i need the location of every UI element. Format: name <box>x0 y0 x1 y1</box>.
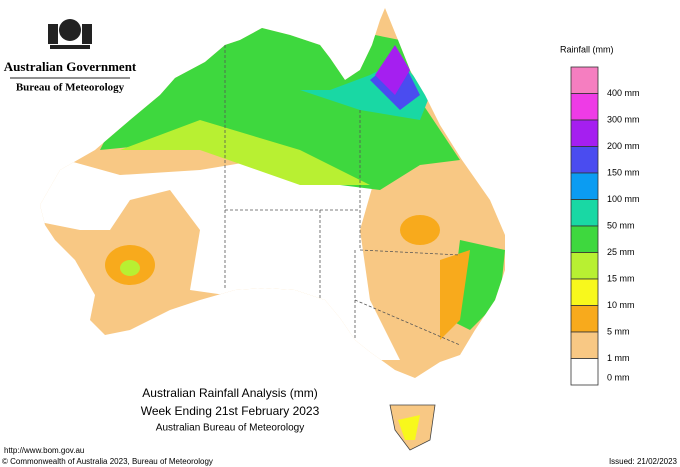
legend-label: 150 mm <box>607 167 640 177</box>
legend-swatch <box>570 358 599 386</box>
legend-label: 15 mm <box>607 273 635 283</box>
footer-issued: Issued: 21/02/2023 <box>609 457 678 466</box>
caption-source: Australian Bureau of Meteorology <box>156 423 304 434</box>
legend-label: 200 mm <box>607 141 640 151</box>
legend-swatch <box>570 278 599 306</box>
legend-swatch <box>570 305 599 333</box>
legend-label: 400 mm <box>607 88 640 98</box>
legend-label: 50 mm <box>607 220 635 230</box>
agency: Bureau of Meteorology <box>16 82 125 94</box>
legend-swatch <box>570 252 599 280</box>
legend-swatch <box>570 66 599 94</box>
state-borders <box>224 45 461 346</box>
legend-swatch <box>570 93 599 121</box>
caption-subtitle: Week Ending 21st February 2023 <box>141 404 320 418</box>
legend-swatch <box>570 172 599 200</box>
footer-url: http://www.bom.gov.au <box>4 446 84 455</box>
government: Australian Government <box>4 59 137 74</box>
legend-label: 100 mm <box>607 194 640 204</box>
rainfall-map <box>40 8 505 451</box>
emblem <box>48 19 92 49</box>
legend-title: Rainfall (mm) <box>560 44 614 54</box>
legend-swatch <box>570 119 599 147</box>
legend-label: 25 mm <box>607 247 635 257</box>
legend-label: 300 mm <box>607 114 640 124</box>
legend-label: 10 mm <box>607 300 635 310</box>
legend-swatch <box>570 199 599 227</box>
legend-label: 5 mm <box>607 326 630 336</box>
legend-swatch <box>570 146 599 174</box>
legend-swatch <box>570 331 599 359</box>
legend-label: 1 mm <box>607 353 630 363</box>
legend-swatch <box>570 225 599 253</box>
footer-copyright: © Commonwealth of Australia 2023, Bureau… <box>2 457 213 466</box>
legend: 400 mm 300 mm 200 mm 150 mm 100 mm 50 mm 25 mm… <box>570 66 640 386</box>
caption-title: Australian Rainfall Analysis (mm) <box>142 386 317 400</box>
legend-label: 0 mm <box>607 372 630 382</box>
